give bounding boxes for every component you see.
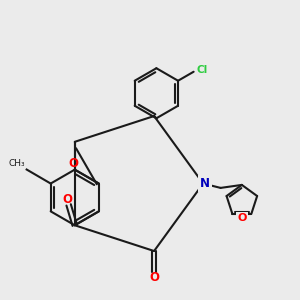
Text: O: O: [62, 194, 72, 206]
Text: N: N: [200, 177, 210, 190]
Text: CH₃: CH₃: [8, 159, 25, 168]
Text: O: O: [68, 157, 78, 170]
Text: O: O: [149, 272, 159, 284]
Text: Cl: Cl: [197, 65, 208, 75]
Text: O: O: [237, 213, 247, 223]
